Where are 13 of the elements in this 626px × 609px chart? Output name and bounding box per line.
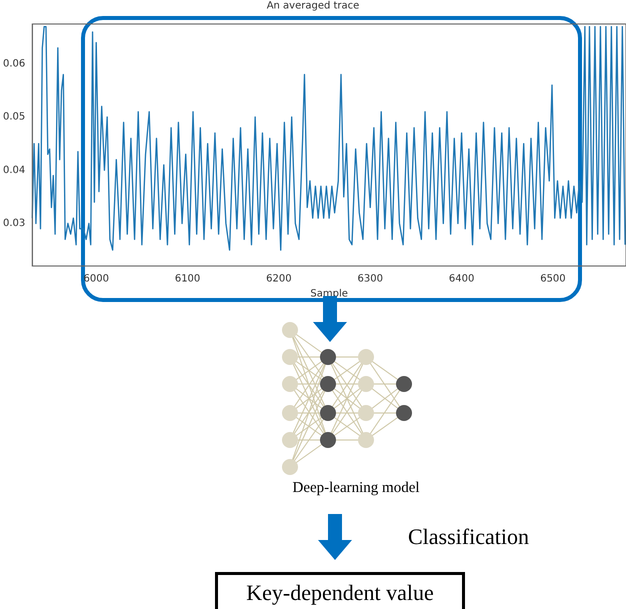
x-tick-label: 6200: [266, 274, 292, 285]
x-tick-label: 6300: [358, 274, 383, 285]
text: Key-dependent value: [215, 572, 465, 609]
y-tick-label: 0.04: [3, 164, 26, 176]
y-tick-label: 0.03: [3, 218, 26, 230]
chart-title: An averaged trace: [266, 0, 360, 12]
y-tick-label: 0.06: [3, 58, 26, 70]
x-tick-label: 6500: [540, 274, 566, 285]
x-tick-label: 6100: [174, 274, 200, 285]
text: Deep-learning model: [291, 480, 421, 497]
text: Classification: [408, 524, 529, 550]
y-tick-label: 0.05: [3, 112, 26, 123]
x-tick-label: 6400: [448, 274, 474, 285]
